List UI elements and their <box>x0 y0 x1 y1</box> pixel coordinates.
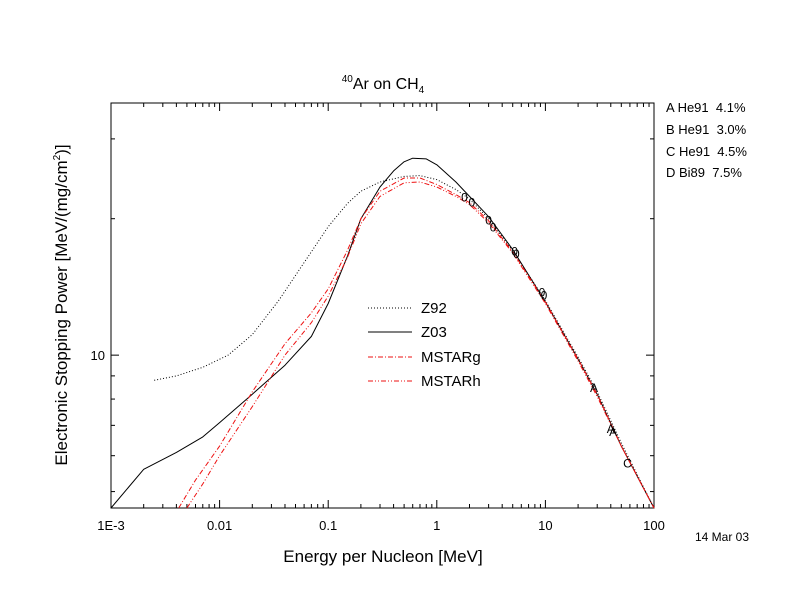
title-subscript: 4 <box>419 85 425 96</box>
x-tick-label: 10 <box>538 518 552 533</box>
plot-frame <box>110 102 655 509</box>
date-stamp: 14 Mar 03 <box>695 530 749 544</box>
x-tick-label: 0.01 <box>207 518 232 533</box>
y-axis-title-main: Electronic Stopping Power [MeV/(mg/cm <box>52 160 71 465</box>
legend: Z92 Z03 MSTARg MSTARh <box>368 300 481 390</box>
series-mstarg-line <box>178 177 655 509</box>
y-axis-title-sup: 2 <box>52 154 63 160</box>
annotation-d: D Bi89 7.5% <box>666 165 742 180</box>
data-marker-0: 0 <box>485 214 492 228</box>
y-axis-title-end: )] <box>52 144 71 154</box>
chart-title: 40Ar on CH4 <box>342 74 425 96</box>
data-marker-c: C <box>623 456 632 470</box>
data-marker-a: A <box>607 422 615 436</box>
data-marker-0: 0 <box>541 289 548 303</box>
series-z92-line <box>154 175 655 509</box>
data-marker-0: 0 <box>511 245 518 259</box>
title-main: Ar on CH <box>353 76 419 93</box>
x-axis-title: Energy per Nucleon [MeV] <box>283 547 482 566</box>
legend-label-mstarg: MSTARg <box>421 349 481 366</box>
x-tick-label: 1 <box>433 518 440 533</box>
x-tick-label: 1E-3 <box>97 518 124 533</box>
series-z03-line <box>110 157 655 509</box>
data-marker-a: A <box>609 425 617 439</box>
data-marker-0: 0 <box>490 221 497 235</box>
x-tick-label: 100 <box>643 518 665 533</box>
legend-label-mstarh: MSTARh <box>421 373 481 390</box>
data-marker-0: 0 <box>468 196 475 210</box>
annotation-b: B He91 3.0% <box>666 122 747 137</box>
legend-label-z92: Z92 <box>421 300 447 317</box>
data-marker-0: 0 <box>461 190 468 204</box>
annotation-c: C He91 4.5% <box>666 144 747 159</box>
axis-ticks: 1E-3 0.01 0.1 1 10 100 10 <box>91 103 665 533</box>
data-marker-0: 0 <box>513 247 520 261</box>
annotation-a: A He91 4.1% <box>666 100 746 115</box>
x-tick-label: 0.1 <box>319 518 337 533</box>
title-superscript: 40 <box>342 74 354 85</box>
legend-label-z03: Z03 <box>421 324 447 341</box>
y-tick-label: 10 <box>91 348 105 363</box>
series-curves <box>110 157 655 509</box>
series-mstarh-line <box>186 181 655 509</box>
data-marker-a: A <box>590 381 598 395</box>
y-axis-title: Electronic Stopping Power [MeV/(mg/cm2)] <box>52 144 71 465</box>
data-marker-0: 0 <box>539 286 546 300</box>
